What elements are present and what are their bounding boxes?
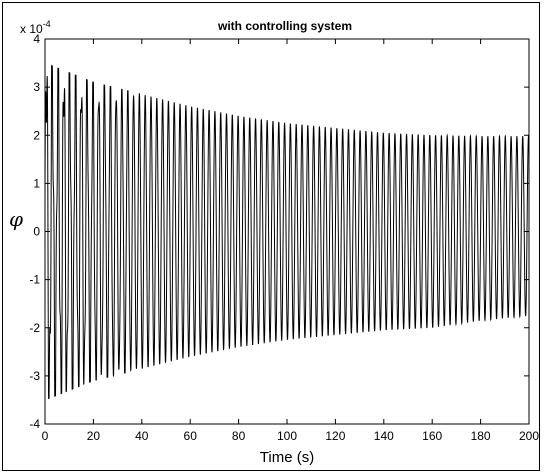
x-tick-label: 120 — [325, 429, 345, 443]
x-tick-label: 200 — [519, 429, 539, 443]
y-tick-label: 0 — [33, 225, 40, 239]
y-scale-exponent: -4 — [43, 19, 51, 29]
x-tick-label: 160 — [422, 429, 442, 443]
plot-area-border — [44, 38, 530, 425]
y-tick-label: -1 — [29, 273, 40, 287]
y-scale-factor: x 10-4 — [20, 19, 51, 36]
y-tick-label: 3 — [33, 80, 40, 94]
y-axis-label: φ — [9, 207, 23, 231]
y-tick-label: 2 — [33, 128, 40, 142]
x-tick-label: 20 — [87, 429, 101, 443]
y-tick-label: -2 — [29, 321, 40, 335]
y-tick-label: 4 — [33, 32, 40, 46]
x-tick-label: 0 — [42, 429, 49, 443]
y-tick-label: -3 — [29, 369, 40, 383]
x-tick-label: 40 — [135, 429, 149, 443]
x-tick-label: 80 — [232, 429, 246, 443]
x-tick-label: 180 — [471, 429, 491, 443]
x-axis-label: Time (s) — [260, 449, 314, 466]
axis-ticks: 0 20 40 60 80 100 120 140 160 180 200 -4 -3 -2 -1 0 1 2 3 4 — [29, 32, 539, 443]
x-tick-label: 140 — [374, 429, 394, 443]
x-tick-label: 60 — [184, 429, 198, 443]
chart-title: with controlling system — [217, 19, 352, 33]
signal-line — [44, 64, 530, 400]
y-scale-prefix: x 10 — [20, 22, 43, 36]
y-tick-label: 1 — [33, 176, 40, 190]
signal-series — [44, 64, 530, 400]
x-tick-label: 100 — [277, 429, 297, 443]
y-tick-label: -4 — [29, 417, 40, 431]
